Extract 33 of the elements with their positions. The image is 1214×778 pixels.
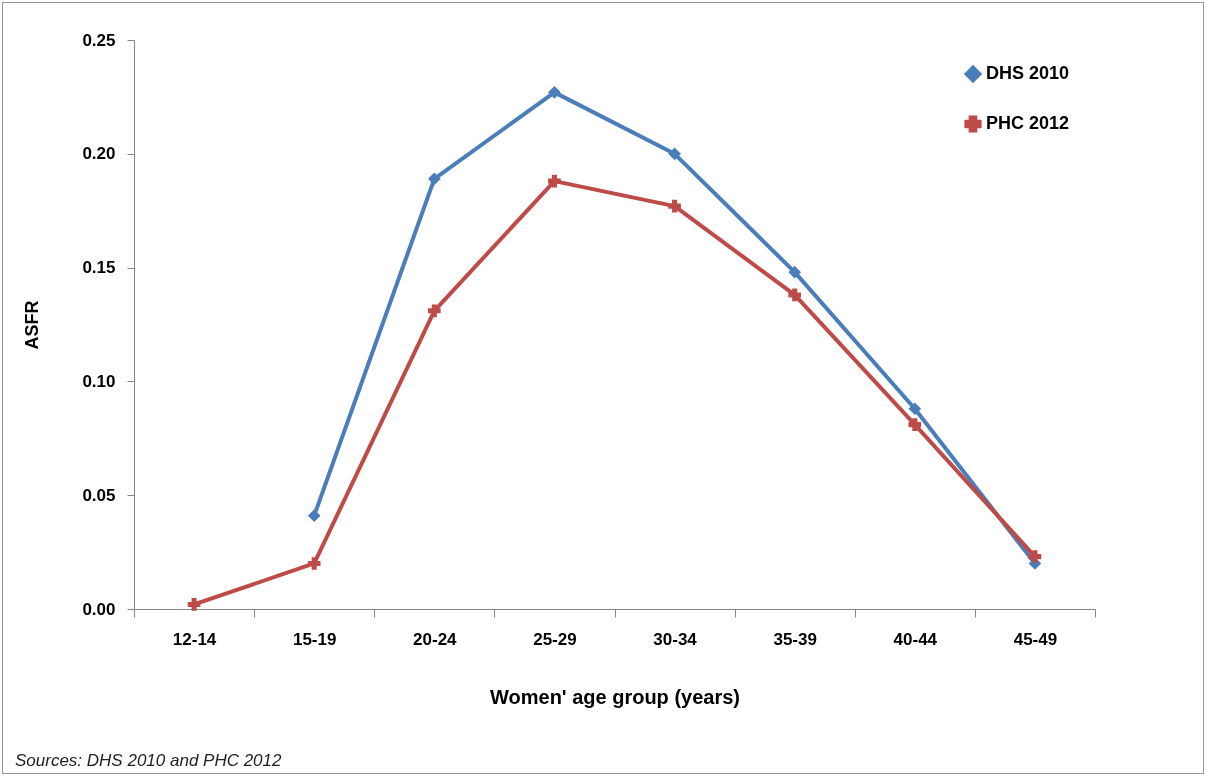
y-tick-label: 0.10	[82, 371, 116, 391]
point	[548, 86, 561, 99]
y-tick-label: 0.20	[82, 144, 116, 164]
point	[1028, 550, 1042, 563]
x-tick-label: 35-39	[773, 629, 817, 649]
x-tick-label: 20-24	[413, 629, 458, 649]
legend-label: DHS 2010	[986, 63, 1070, 83]
point	[307, 509, 321, 523]
point	[908, 418, 922, 431]
y-axis-title: ASFR	[22, 300, 43, 350]
point	[307, 557, 321, 570]
point	[668, 199, 681, 213]
y-tick-label: 0.15	[82, 258, 116, 278]
point	[788, 288, 802, 302]
point	[427, 304, 441, 318]
y-tick-label: 0.25	[82, 30, 116, 50]
point	[187, 598, 201, 611]
point	[668, 147, 681, 161]
x-tick-label: 25-29	[533, 629, 577, 649]
point	[908, 402, 922, 416]
x-tick-label: 12-14	[172, 629, 217, 649]
x-tick-label: 40-44	[893, 629, 938, 649]
source-note: Sources: DHS 2010 and PHC 2012	[15, 751, 282, 771]
x-tick-label: 30-34	[653, 629, 698, 649]
x-tick-label: 15-19	[292, 629, 337, 649]
x-tick-label: 45-49	[1013, 629, 1058, 649]
y-tick-label: 0.05	[82, 485, 116, 505]
point	[548, 174, 561, 188]
x-axis-title: Women' age group (years)	[490, 685, 740, 708]
y-tick-label: 0.00	[82, 599, 116, 619]
point	[788, 265, 802, 279]
point	[427, 172, 441, 186]
legend-label: PHC 2012	[986, 113, 1070, 133]
